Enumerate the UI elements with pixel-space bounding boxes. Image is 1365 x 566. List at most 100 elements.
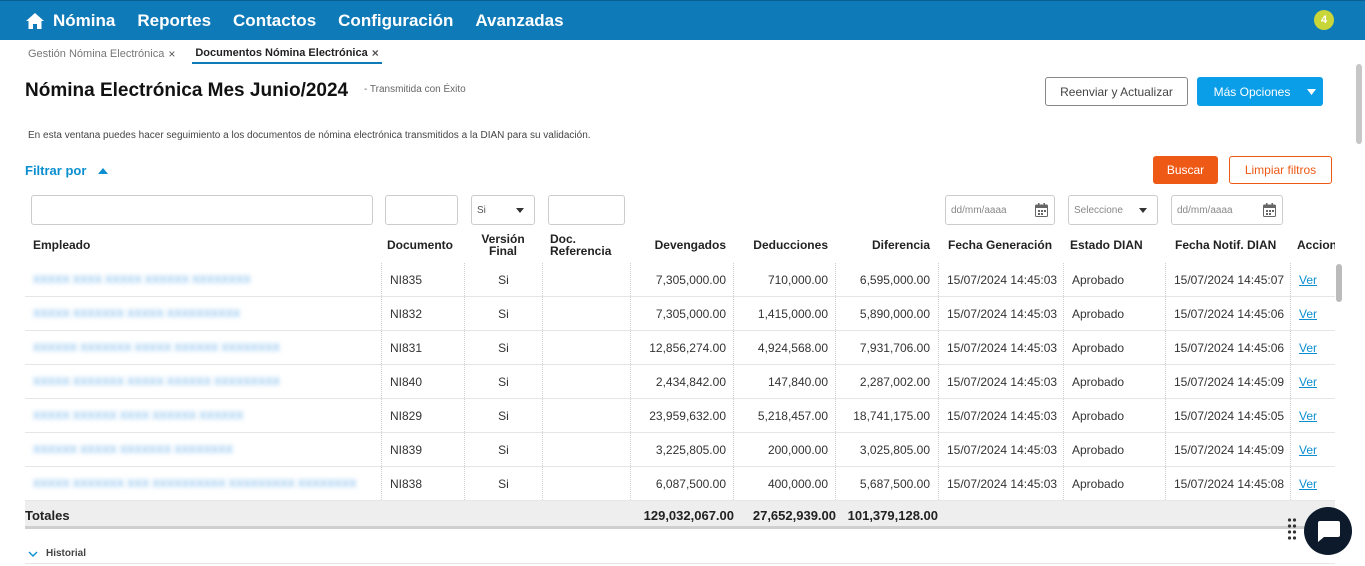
nav-item-nomina[interactable]: Nómina bbox=[25, 11, 115, 31]
col-header-devengados[interactable]: Devengados bbox=[654, 238, 726, 252]
cell-empleado-text[interactable]: XXXXXX XXXXX XXXXXXX XXXXXXXX bbox=[33, 443, 233, 456]
search-button[interactable]: Buscar bbox=[1153, 156, 1218, 184]
nav-item-contactos[interactable]: Contactos bbox=[233, 11, 317, 30]
cell-version: Si bbox=[464, 263, 542, 296]
ver-link[interactable]: Ver bbox=[1290, 399, 1335, 432]
ver-link[interactable]: Ver bbox=[1290, 365, 1335, 398]
cell-empleado-text[interactable]: XXXXX XXXXXXX XXX XXXXXXXXXX XXXXXXXXX X… bbox=[33, 477, 357, 490]
fecha-notif-filter[interactable]: dd/mm/aaaa bbox=[1171, 195, 1283, 225]
nav-item-avanzadas[interactable]: Avanzadas bbox=[475, 11, 564, 30]
cell-devengados-text: 7,305,000.00 bbox=[655, 272, 726, 287]
cell-diferencia-text: 7,931,706.00 bbox=[859, 340, 930, 355]
historial-label: Historial bbox=[46, 548, 87, 559]
cell-deducciones: 1,415,000.00 bbox=[733, 297, 832, 330]
cell-fecha-notif-text: 15/07/2024 14:45:09 bbox=[1174, 442, 1285, 457]
estado-dian-filter-select[interactable]: Seleccione bbox=[1068, 195, 1158, 225]
nav-item-configuracion[interactable]: Configuración bbox=[338, 11, 454, 30]
cell-version: Si bbox=[464, 297, 542, 330]
cell-empleado-text[interactable]: XXXXX XXXX XXXXX XXXXXX XXXXXXXX bbox=[33, 273, 251, 286]
resend-update-button[interactable]: Reenviar y Actualizar bbox=[1045, 77, 1188, 106]
ver-link[interactable]: Ver bbox=[1290, 331, 1335, 364]
cell-documento: NI832 bbox=[381, 297, 461, 330]
cell-empleado-text[interactable]: XXXXX XXXXXX XXXX XXXXXX XXXXXX bbox=[33, 409, 244, 422]
more-options-button[interactable]: Más Opciones bbox=[1197, 77, 1323, 106]
cell-version: Si bbox=[464, 399, 542, 432]
cell-empleado[interactable]: XXXXX XXXXXXX XXXXX XXXXXXXXXX bbox=[33, 297, 378, 330]
ver-link-text[interactable]: Ver bbox=[1299, 306, 1318, 321]
cell-empleado[interactable]: XXXXX XXXXXXX XXX XXXXXXXXXX XXXXXXXXX X… bbox=[33, 467, 378, 500]
notification-badge[interactable]: 4 bbox=[1314, 10, 1334, 30]
col-header-version-line1: Versión bbox=[481, 232, 525, 246]
nav-item-reportes[interactable]: Reportes bbox=[137, 11, 212, 30]
cell-documento: NI838 bbox=[381, 467, 461, 500]
fecha-generacion-filter[interactable]: dd/mm/aaaa bbox=[945, 195, 1055, 225]
close-icon[interactable]: × bbox=[168, 47, 176, 61]
table-row: XXXXX XXXXXXX XXXXX XXXXXX XXXXXXXXX NI84… bbox=[25, 365, 1335, 399]
cell-deducciones-text: 5,218,457.00 bbox=[757, 408, 828, 423]
cell-version-text: Si bbox=[498, 408, 509, 423]
page-scrollbar[interactable] bbox=[1356, 64, 1362, 144]
cell-fecha-generacion: 15/07/2024 14:45:03 bbox=[938, 467, 1063, 500]
col-header-docref[interactable]: Doc. Referencia bbox=[550, 233, 611, 257]
col-header-estado-dian[interactable]: Estado DIAN bbox=[1070, 238, 1143, 252]
total-diferencia: 101,379,128.00 bbox=[847, 508, 938, 523]
table-scrollbar[interactable] bbox=[1336, 264, 1342, 302]
close-icon[interactable]: × bbox=[371, 46, 379, 60]
ver-link-text[interactable]: Ver bbox=[1299, 476, 1318, 491]
ver-link[interactable]: Ver bbox=[1290, 263, 1335, 296]
cell-deducciones-text: 710,000.00 bbox=[767, 272, 828, 287]
cell-empleado[interactable]: XXXXXX XXXXX XXXXXXX XXXXXXXX bbox=[33, 433, 378, 466]
cell-docref bbox=[542, 263, 630, 296]
ver-link-text[interactable]: Ver bbox=[1299, 408, 1318, 423]
cell-empleado[interactable]: XXXXXX XXXXXXX XXXXX XXXXXX XXXXXXXX bbox=[33, 331, 378, 364]
ver-link-text[interactable]: Ver bbox=[1299, 272, 1318, 287]
document-filter-input[interactable] bbox=[385, 195, 458, 225]
col-header-diferencia[interactable]: Diferencia bbox=[871, 238, 930, 252]
ver-link-text[interactable]: Ver bbox=[1299, 374, 1318, 389]
historial-toggle[interactable]: Historial bbox=[28, 548, 86, 559]
cell-fecha-notif: 15/07/2024 14:45:09 bbox=[1165, 433, 1290, 466]
cell-empleado-text[interactable]: XXXXX XXXXXXX XXXXX XXXXXXXXXX bbox=[33, 307, 241, 320]
ver-link-text[interactable]: Ver bbox=[1299, 442, 1318, 457]
clear-filters-button[interactable]: Limpiar filtros bbox=[1229, 156, 1332, 184]
ver-link-text[interactable]: Ver bbox=[1299, 340, 1318, 355]
docref-filter-input[interactable] bbox=[548, 195, 625, 225]
ver-link[interactable]: Ver bbox=[1290, 433, 1335, 466]
col-header-empleado[interactable]: Empleado bbox=[33, 238, 91, 252]
cell-deducciones-text: 400,000.00 bbox=[767, 476, 828, 491]
table-row: XXXXX XXXX XXXXX XXXXXX XXXXXXXX NI835 Si 7… bbox=[25, 263, 1335, 297]
version-filter-select[interactable]: Si bbox=[471, 195, 535, 225]
cell-version: Si bbox=[464, 365, 542, 398]
cell-empleado-text[interactable]: XXXXX XXXXXXX XXXXX XXXXXX XXXXXXXXX bbox=[33, 375, 281, 388]
cell-version-text: Si bbox=[498, 442, 509, 457]
table-row: XXXXX XXXXXXX XXX XXXXXXXXXX XXXXXXXXX X… bbox=[25, 467, 1335, 501]
ver-link[interactable]: Ver bbox=[1290, 467, 1335, 500]
cell-empleado[interactable]: XXXXX XXXXXX XXXX XXXXXX XXXXXX bbox=[33, 399, 378, 432]
employee-filter-input[interactable] bbox=[31, 195, 373, 225]
cell-empleado[interactable]: XXXXX XXXX XXXXX XXXXXX XXXXXXXX bbox=[33, 263, 378, 296]
col-header-fecha-notif[interactable]: Fecha Notif. DIAN bbox=[1175, 238, 1277, 252]
cell-fecha-notif-text: 15/07/2024 14:45:06 bbox=[1174, 340, 1285, 355]
chevron-down-icon[interactable] bbox=[1299, 77, 1323, 106]
calendar-icon[interactable] bbox=[1263, 203, 1276, 217]
cell-fecha-generacion: 15/07/2024 14:45:03 bbox=[938, 263, 1063, 296]
cell-diferencia: 2,287,002.00 bbox=[835, 365, 934, 398]
cell-devengados-text: 23,959,632.00 bbox=[649, 408, 726, 423]
chat-button[interactable] bbox=[1304, 507, 1352, 555]
col-header-fecha-generacion[interactable]: Fecha Generación bbox=[948, 238, 1053, 252]
calendar-icon[interactable] bbox=[1035, 203, 1048, 217]
drag-handle-icon[interactable] bbox=[1287, 517, 1297, 543]
col-header-deducciones[interactable]: Deducciones bbox=[753, 238, 828, 252]
filter-toggle[interactable]: Filtrar por bbox=[25, 163, 109, 178]
cell-empleado-text[interactable]: XXXXXX XXXXXXX XXXXX XXXXXX XXXXXXXX bbox=[33, 341, 281, 354]
cell-fecha-notif: 15/07/2024 14:45:05 bbox=[1165, 399, 1290, 432]
cell-diferencia-text: 2,287,002.00 bbox=[859, 374, 930, 389]
col-header-documento[interactable]: Documento bbox=[387, 238, 453, 252]
ver-link[interactable]: Ver bbox=[1290, 297, 1335, 330]
col-header-version[interactable]: Versión Final bbox=[468, 233, 538, 257]
filter-title-label: Filtrar por bbox=[25, 163, 87, 178]
tab-documentos-nomina[interactable]: Documentos Nómina Electrónica × bbox=[192, 44, 382, 64]
cell-empleado[interactable]: XXXXX XXXXXXX XXXXX XXXXXX XXXXXXXXX bbox=[33, 365, 378, 398]
tab-gestion-nomina[interactable]: Gestión Nómina Electrónica × bbox=[25, 44, 178, 64]
chevron-down-icon bbox=[28, 551, 38, 557]
